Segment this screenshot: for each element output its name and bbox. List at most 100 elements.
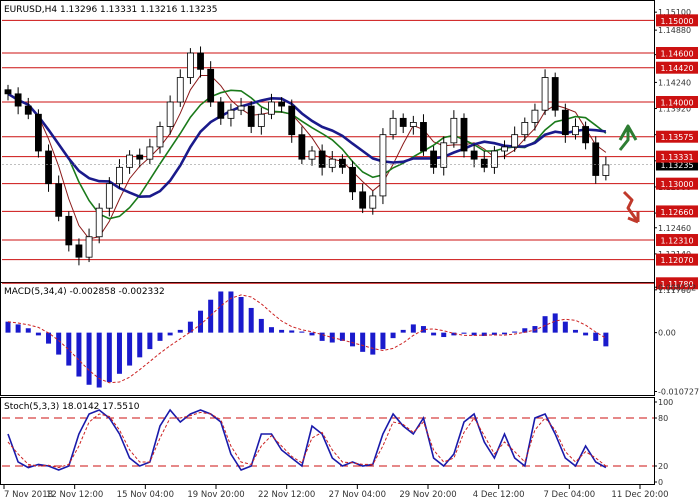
candle-body [4, 89, 12, 95]
price-panel-frame [0, 0, 655, 302]
candle-body [521, 122, 529, 136]
macd-bar [400, 329, 406, 333]
macd-bar [15, 324, 21, 333]
candle-body [561, 109, 569, 136]
candle-body [24, 105, 32, 115]
macd-bar [258, 318, 264, 333]
price-level-tag [656, 205, 698, 218]
candle-body [288, 105, 296, 136]
candle-body [156, 126, 164, 148]
macd-bar [116, 332, 122, 374]
price-level-tag [656, 253, 698, 266]
candle-body [176, 77, 184, 103]
price-axis-label: 1.14240 [658, 78, 691, 87]
macd-bar [137, 332, 143, 358]
macd-axis: 0.008272 0.00 -0.010727 [654, 283, 699, 397]
stoch-axis-label: 20 [658, 462, 668, 471]
macd-axis-label: 0.008272 [658, 283, 696, 292]
macd-bar [147, 332, 153, 350]
macd-bar [491, 332, 497, 335]
macd-bar [289, 330, 295, 333]
price-axis-label: 1.12460 [658, 224, 691, 233]
candle-body [247, 105, 255, 127]
macd-bar [299, 331, 305, 333]
price-level-tag [656, 234, 698, 247]
candle-body [399, 117, 407, 127]
price-level-tag [656, 177, 698, 190]
macd-bar [420, 326, 426, 333]
price-level-label: 1.14420 [660, 64, 693, 73]
macd-signal-path [7, 294, 607, 384]
candle-body [531, 109, 539, 123]
macd-bar [461, 332, 467, 334]
candle-body [217, 101, 225, 119]
candle-body [105, 183, 113, 209]
price-level-tag [656, 14, 698, 27]
candle-body [278, 101, 286, 107]
macd-bar [76, 332, 82, 377]
price-level-label: 1.13331 [660, 153, 693, 162]
candle-body [237, 105, 245, 111]
candle-body [430, 150, 438, 168]
macd-bar [35, 332, 41, 336]
time-axis-label: 22 Nov 12:00 [258, 490, 315, 500]
price-level-label: 1.13000 [660, 180, 693, 189]
macd-bar [552, 313, 558, 333]
candle-body [318, 150, 326, 168]
macd-bar [481, 332, 487, 336]
candle-body [328, 158, 336, 168]
price-level-label: 1.13575 [660, 133, 693, 142]
candle-body [85, 236, 93, 258]
macd-bar [228, 291, 234, 333]
candle-body [420, 122, 427, 152]
macd-bar [248, 307, 254, 333]
price-axis-label: 1.13920 [658, 105, 691, 114]
macd-bar [127, 332, 133, 366]
candle-body [541, 77, 549, 111]
macd-bar [268, 327, 274, 333]
moving-average-line [7, 92, 607, 199]
macd-bar [46, 332, 52, 344]
candle-body [197, 52, 204, 70]
time-axis-label: 27 Nov 04:00 [329, 490, 386, 500]
candle-body [55, 183, 63, 217]
candle-body [268, 101, 275, 115]
macd-bar [502, 332, 508, 335]
macd-bar [86, 332, 92, 385]
macd-bar [177, 329, 183, 333]
time-axis-label: 12 Nov 12:00 [46, 490, 103, 500]
candle-body [95, 207, 103, 238]
stochastic-lines [7, 408, 607, 471]
up-arrow-icon [618, 124, 638, 151]
macd-bar [522, 328, 528, 333]
price-level-tag [656, 61, 698, 74]
price-axis-label: 1.15100 [658, 8, 691, 17]
candle-body [35, 113, 42, 152]
stoch-axis: 100 80 20 0 [654, 398, 673, 487]
stoch-axis-label: 80 [658, 414, 668, 423]
macd-bar [542, 316, 548, 333]
candle-body [146, 146, 154, 160]
time-axis-label: 29 Nov 20:00 [399, 490, 456, 500]
stoch-d-line [7, 411, 607, 469]
candle-body [126, 154, 133, 168]
price-level-tag [656, 96, 698, 108]
macd-bar [187, 321, 193, 333]
candle-body [389, 117, 397, 136]
moving-average-line [7, 75, 607, 240]
candle-body [14, 93, 22, 107]
candle-body [470, 150, 478, 160]
time-axis-label: 11 Dec 20:00 [611, 490, 668, 500]
price-level-tag [656, 277, 698, 290]
candle-body [460, 117, 468, 152]
macd-bar [431, 332, 437, 336]
price-level-tag [656, 130, 698, 143]
candle-body [369, 195, 377, 209]
price-panel-title: EURUSD,H4 1.13296 1.13331 1.13216 1.1323… [4, 5, 217, 15]
price-candles [4, 46, 610, 266]
stoch-k-line [7, 408, 607, 471]
macd-bar [309, 332, 315, 336]
macd-bar [471, 332, 477, 336]
time-axis-label: 7 Nov 2018 [4, 490, 53, 500]
stoch-axis-label: 0 [658, 478, 663, 487]
